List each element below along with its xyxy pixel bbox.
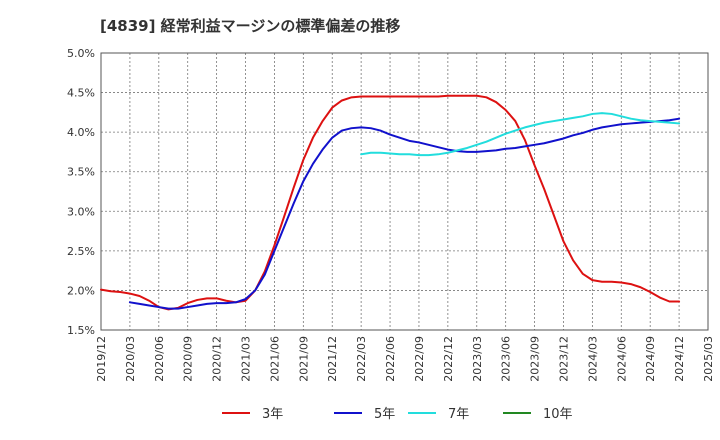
x-tick-label: 2020/12 bbox=[211, 336, 224, 382]
y-tick-label: 4.5% bbox=[67, 87, 95, 100]
series-line-2 bbox=[360, 112, 681, 157]
x-tick-label: 2020/03 bbox=[124, 336, 137, 382]
x-tick-label: 2020/09 bbox=[182, 336, 195, 382]
y-tick-label: 2.5% bbox=[67, 245, 95, 258]
x-tick-label: 2019/12 bbox=[95, 336, 108, 382]
y-tick-label: 2.0% bbox=[67, 284, 95, 297]
x-tick-label: 2023/09 bbox=[529, 336, 542, 382]
legend: 3年 5年 7年 10年 bbox=[222, 407, 573, 422]
x-tick-label: 2021/03 bbox=[240, 336, 253, 382]
legend-label-2: 7年 bbox=[448, 407, 469, 422]
x-tick-label: 2023/03 bbox=[471, 336, 484, 382]
x-tick-label: 2020/06 bbox=[153, 336, 166, 382]
legend-label-3: 10年 bbox=[543, 407, 573, 422]
x-tick-label: 2022/03 bbox=[355, 336, 368, 382]
series-line-1 bbox=[128, 117, 681, 310]
x-tick-label: 2023/06 bbox=[500, 336, 513, 382]
x-tick-label: 2022/12 bbox=[442, 336, 455, 382]
y-tick-label: 1.5% bbox=[67, 324, 95, 337]
x-tick-label: 2023/12 bbox=[557, 336, 570, 382]
y-tick-label: 3.0% bbox=[67, 205, 95, 218]
x-tick-label: 2021/09 bbox=[297, 336, 310, 382]
y-tick-label: 3.5% bbox=[67, 166, 95, 179]
x-tick-label: 2022/09 bbox=[413, 336, 426, 382]
series-lines bbox=[100, 94, 681, 311]
y-tick-label: 4.0% bbox=[67, 126, 95, 139]
x-tick-label: 2021/06 bbox=[268, 336, 281, 382]
series-line-0 bbox=[100, 94, 681, 311]
x-tick-label: 2024/06 bbox=[615, 336, 628, 382]
x-tick-label: 2025/03 bbox=[702, 336, 715, 382]
x-axis: 2019/12 2020/03 2020/06 2020/09 2020/12 2021/… bbox=[95, 336, 715, 382]
grid bbox=[101, 53, 708, 330]
legend-label-0: 3年 bbox=[262, 407, 283, 422]
chart-title: [4839] 経常利益マージンの標準偏差の推移 bbox=[100, 17, 400, 35]
x-tick-label: 2024/09 bbox=[644, 336, 657, 382]
x-tick-label: 2024/03 bbox=[586, 336, 599, 382]
y-tick-label: 5.0% bbox=[67, 47, 95, 60]
y-axis: 1.5% 2.0% 2.5% 3.0% 3.5% 4.0% 4.5% 5.0% bbox=[67, 47, 95, 337]
x-tick-label: 2022/06 bbox=[384, 336, 397, 382]
legend-label-1: 5年 bbox=[374, 407, 395, 422]
x-tick-label: 2024/12 bbox=[673, 336, 686, 382]
plot-frame bbox=[100, 52, 709, 331]
x-tick-label: 2021/12 bbox=[326, 336, 339, 382]
